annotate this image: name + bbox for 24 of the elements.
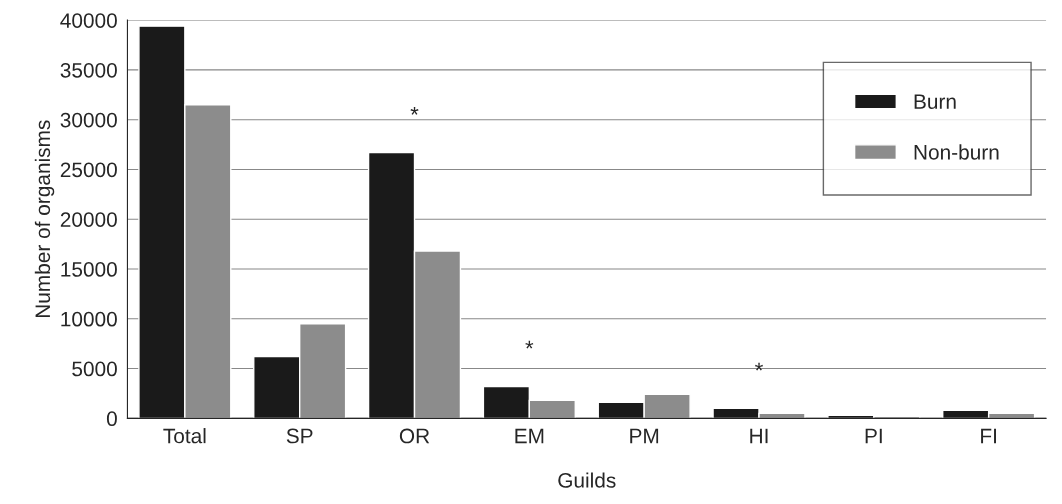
y-tick-label: 10000 [61, 311, 117, 327]
x-tick-label: PI [865, 428, 882, 444]
y-tick-label: 40000 [60, 13, 117, 28]
y-axis-title: Number of organisms [34, 120, 55, 318]
x-tick-label: FI [981, 428, 996, 444]
y-tick-label: 35000 [60, 62, 117, 78]
annotation: * [525, 340, 534, 349]
annotation: * [410, 106, 419, 115]
annotation: * [755, 362, 763, 371]
y-tick-label: 15000 [61, 262, 117, 277]
x-tick-label: HI [750, 428, 768, 444]
y-tick-label: 20000 [60, 212, 117, 227]
x-tick-label: OR [399, 428, 430, 444]
legend-label: Burn [914, 94, 956, 109]
x-axis-title: Guilds [558, 472, 616, 488]
x-tick-label: Total [163, 428, 206, 444]
legend-label: Non-burn [914, 144, 999, 160]
y-tick-label: 0 [106, 411, 117, 427]
x-tick-label: SP [286, 428, 313, 444]
x-tick-label: EM [515, 428, 544, 444]
x-tick-label: PM [630, 428, 659, 444]
y-tick-label: 5000 [72, 361, 117, 377]
y-tick-label: 25000 [60, 162, 117, 178]
y-tick-label: 30000 [60, 112, 117, 128]
